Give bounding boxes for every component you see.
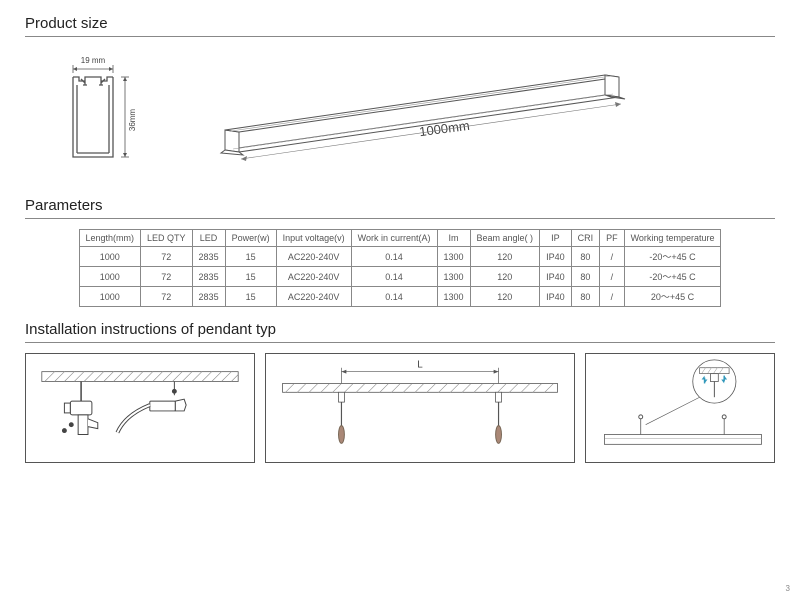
table-cell: 0.14	[351, 287, 437, 307]
divider	[25, 342, 775, 343]
table-cell: 15	[225, 287, 276, 307]
drill-icon	[62, 381, 97, 434]
table-cell: 72	[141, 247, 193, 267]
product-size-section: Product size 19 mm	[25, 15, 775, 185]
table-cell: 2835	[192, 267, 225, 287]
anchor-left	[339, 392, 345, 443]
table-cell: 72	[141, 267, 193, 287]
installation-panels: L	[25, 353, 775, 463]
table-cell: 80	[571, 247, 600, 267]
table-header-cell: Work in current(A)	[351, 230, 437, 247]
size-diagrams: 19 mm 36mm	[25, 47, 775, 185]
anchor-right	[496, 392, 502, 443]
table-header-cell: Beam angle( )	[470, 230, 540, 247]
table-row: 100072283515AC220-240V0.141300120IP4080/…	[79, 287, 721, 307]
table-cell: /	[600, 267, 625, 287]
parameters-table: Length(mm)LED QTYLEDPower(w)Input voltag…	[79, 229, 722, 307]
table-header-cell: Length(mm)	[79, 230, 141, 247]
install-step-2: L	[265, 353, 575, 463]
table-cell: 0.14	[351, 267, 437, 287]
table-cell: 15	[225, 267, 276, 287]
table-header-cell: Power(w)	[225, 230, 276, 247]
table-cell: 120	[470, 247, 540, 267]
hammer-icon	[117, 381, 186, 432]
table-header-cell: Input voltage(v)	[276, 230, 351, 247]
table-cell: 2835	[192, 287, 225, 307]
table-cell: 72	[141, 287, 193, 307]
table-header-cell: Im	[437, 230, 470, 247]
table-cell: 20～+45 C	[624, 287, 721, 307]
installation-section: Installation instructions of pendant typ	[25, 321, 775, 463]
table-cell: 0.14	[351, 247, 437, 267]
table-cell: 1300	[437, 267, 470, 287]
profile-isometric: 1000mm	[195, 55, 655, 175]
ceiling-hatch	[42, 372, 238, 382]
table-cell: IP40	[540, 247, 572, 267]
table-header-cell: LED QTY	[141, 230, 193, 247]
installation-heading: Installation instructions of pendant typ	[25, 321, 775, 338]
table-cell: 120	[470, 287, 540, 307]
table-header-cell: PF	[600, 230, 625, 247]
table-cell: -20～+45 C	[624, 267, 721, 287]
table-cell: 15	[225, 247, 276, 267]
profile-cross-section: 19 mm 36mm	[55, 55, 145, 175]
table-cell: 1300	[437, 247, 470, 267]
table-cell: /	[600, 287, 625, 307]
fixture-bar	[604, 415, 761, 444]
divider	[25, 218, 775, 219]
table-cell: 80	[571, 267, 600, 287]
table-cell: AC220-240V	[276, 267, 351, 287]
table-cell: 120	[470, 267, 540, 287]
page-number: 3	[786, 584, 790, 593]
table-cell: 80	[571, 287, 600, 307]
width-dim-label: 19 mm	[81, 56, 106, 65]
table-cell: 1000	[79, 287, 141, 307]
install-step-1	[25, 353, 255, 463]
table-header-cell: LED	[192, 230, 225, 247]
hanger-detail	[693, 360, 736, 403]
table-cell: -20～+45 C	[624, 247, 721, 267]
table-cell: 1000	[79, 267, 141, 287]
table-cell: IP40	[540, 267, 572, 287]
parameters-section: Parameters Length(mm)LED QTYLEDPower(w)I…	[25, 197, 775, 307]
parameters-heading: Parameters	[25, 197, 775, 214]
table-cell: AC220-240V	[276, 287, 351, 307]
install-step-3	[585, 353, 775, 463]
table-cell: 1300	[437, 287, 470, 307]
table-header-row: Length(mm)LED QTYLEDPower(w)Input voltag…	[79, 230, 721, 247]
height-dim-label: 36mm	[128, 109, 137, 132]
table-cell: AC220-240V	[276, 247, 351, 267]
table-header-cell: Working temperature	[624, 230, 721, 247]
table-header-cell: CRI	[571, 230, 600, 247]
table-cell: IP40	[540, 287, 572, 307]
distance-label: L	[417, 360, 423, 371]
table-cell: /	[600, 247, 625, 267]
table-cell: 2835	[192, 247, 225, 267]
table-cell: 1000	[79, 247, 141, 267]
table-row: 100072283515AC220-240V0.141300120IP4080/…	[79, 267, 721, 287]
product-size-heading: Product size	[25, 15, 775, 32]
table-row: 100072283515AC220-240V0.141300120IP4080/…	[79, 247, 721, 267]
divider	[25, 36, 775, 37]
table-header-cell: IP	[540, 230, 572, 247]
